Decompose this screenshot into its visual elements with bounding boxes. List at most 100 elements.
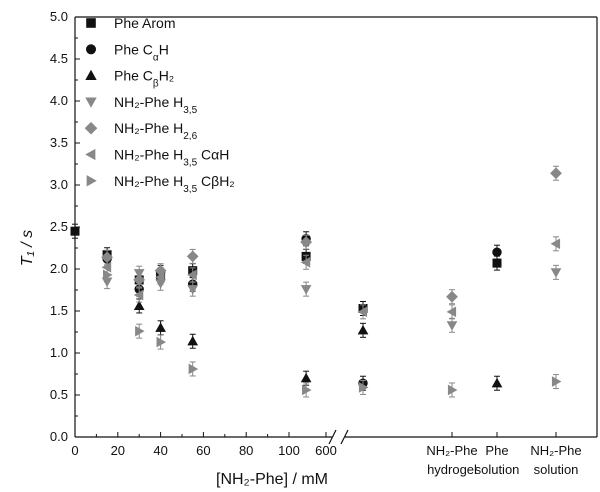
data-marker (357, 306, 368, 318)
y-tick-label: 0.5 (50, 387, 68, 402)
data-marker (187, 335, 199, 346)
axis-break-mark (340, 429, 349, 445)
axis-break-mark (328, 429, 337, 445)
data-point (103, 267, 113, 283)
data-marker (187, 269, 197, 281)
legend-item: Phe Arom (86, 15, 175, 31)
legend-label: NH₂-Phe H3,5 CαH (114, 147, 229, 169)
legend-item: NH₂-Phe H2,6 (84, 120, 198, 142)
data-marker (446, 306, 457, 318)
y-tick-label: 4.0 (50, 93, 68, 108)
data-marker (551, 376, 562, 387)
legend-label: Phe CαH (114, 41, 169, 63)
legend-marker (85, 148, 96, 161)
y-tick-label: 2.5 (50, 219, 68, 234)
data-point (550, 236, 561, 252)
data-marker (302, 384, 312, 396)
y-tick-label: 3.0 (50, 177, 68, 192)
x-tick-label: 60 (196, 443, 210, 458)
legend-item: Phe CβH₂ (85, 68, 174, 90)
legend-item: NH₂-Phe H3,5 CβH₂ (86, 173, 235, 195)
x-tick-label: 100 (278, 443, 300, 458)
legend-marker (85, 97, 97, 108)
y-tick-label: 1.0 (50, 345, 68, 360)
category-label: NH₂-Phe (426, 443, 477, 458)
legend-label: Phe CβH₂ (114, 68, 174, 90)
data-point (357, 304, 368, 320)
y-tick-label: 3.5 (50, 135, 68, 150)
data-marker (186, 250, 199, 263)
data-marker (155, 322, 166, 332)
legend-label: Phe Arom (114, 15, 175, 31)
tick-labels: 0.0 0.5 1.0 1.5 2.0 2.5 3.0 3.5 4.0 4.5 5.0 0 20 40 60… (50, 9, 582, 477)
data-point (156, 334, 167, 350)
data-marker (446, 321, 458, 331)
category-label: solution (475, 462, 520, 477)
data-point (446, 304, 457, 320)
data-marks (70, 165, 562, 398)
legend-marker (84, 121, 98, 135)
data-marker (358, 382, 369, 393)
data-marker (300, 236, 313, 249)
data-marker (491, 377, 503, 388)
x-tick-label: 600 (315, 443, 337, 458)
data-marker (133, 274, 146, 286)
legend-item: NH₂-Phe H3,5 (85, 94, 198, 116)
legend-marker (86, 175, 97, 187)
data-marker (447, 384, 458, 396)
data-point (446, 317, 458, 333)
data-marker (135, 325, 145, 337)
legend-item: Phe CαH (85, 41, 169, 63)
data-point (187, 333, 199, 349)
data-point (187, 267, 197, 283)
legend-item: NH₂-Phe H3,5 CαH (85, 147, 229, 169)
data-marker (70, 226, 80, 236)
data-marker (133, 289, 144, 301)
x-tick-label: 40 (153, 443, 167, 458)
data-marker (492, 258, 502, 268)
data-point (133, 287, 144, 303)
data-point (186, 248, 199, 264)
data-marker (188, 363, 199, 375)
data-point (491, 375, 503, 391)
category-label: solution (534, 462, 579, 477)
y-tick-label: 2.0 (50, 261, 68, 276)
data-point (551, 374, 562, 390)
data-point (188, 361, 199, 377)
data-marker (187, 285, 199, 295)
x-tick-label: 20 (111, 443, 125, 458)
category-label: hydrogel (427, 462, 477, 477)
data-marker (300, 256, 311, 268)
y-tick-label: 0.0 (50, 429, 68, 444)
legend-label: NH₂-Phe H3,5 CβH₂ (114, 173, 235, 195)
data-point (155, 269, 165, 285)
data-marker (101, 261, 112, 273)
data-point (155, 320, 166, 336)
data-point (300, 281, 312, 297)
data-marker (300, 285, 312, 295)
data-marker (300, 372, 312, 383)
legend: Phe Arom Phe CαH Phe CβH₂ NH₂-Phe H3,5 NH₂-P… (84, 15, 235, 195)
data-point (358, 379, 369, 395)
data-marker (492, 247, 502, 257)
data-point (492, 244, 502, 260)
data-point (446, 289, 458, 305)
data-point (550, 264, 562, 280)
data-marker (103, 269, 113, 281)
y-axis-title: T₁ / s (19, 230, 36, 266)
data-marker (133, 300, 145, 311)
legend-label: NH₂-Phe H3,5 (114, 94, 198, 116)
legend-marker (85, 44, 97, 55)
category-label: Phe (485, 443, 508, 458)
data-marker (156, 336, 167, 348)
x-tick-label: 0 (71, 443, 78, 458)
y-tick-label: 1.5 (50, 303, 68, 318)
data-point (357, 322, 369, 338)
data-point (133, 272, 146, 288)
axes (74, 16, 598, 445)
y-tick-label: 5.0 (50, 9, 68, 24)
legend-marker (86, 18, 96, 28)
data-marker (357, 324, 369, 335)
data-marker (550, 268, 562, 278)
